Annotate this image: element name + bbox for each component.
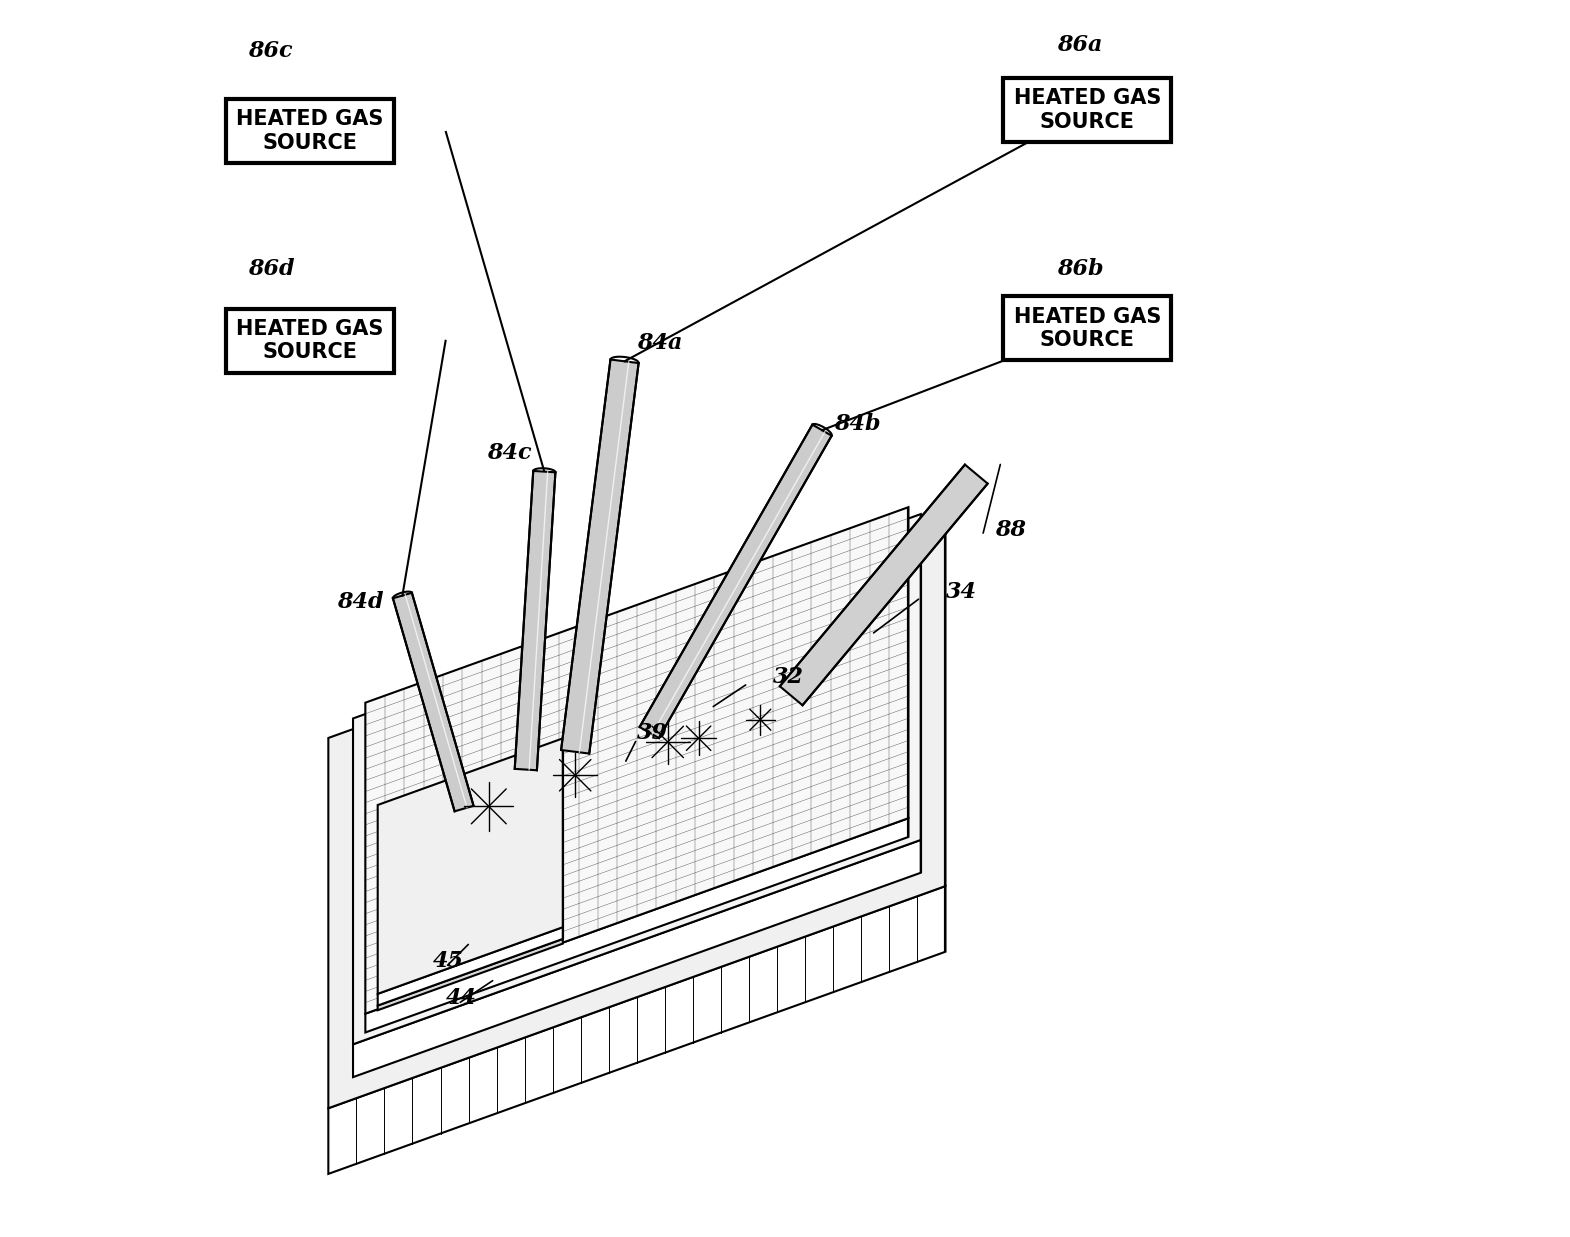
Text: 44: 44 — [446, 987, 477, 1009]
Polygon shape — [353, 840, 920, 1077]
Text: HEATED GAS
SOURCE: HEATED GAS SOURCE — [1014, 88, 1162, 131]
Text: 32: 32 — [772, 667, 804, 689]
Text: 86a: 86a — [1057, 33, 1102, 56]
Polygon shape — [378, 738, 562, 993]
Polygon shape — [515, 471, 556, 771]
Polygon shape — [639, 424, 832, 738]
Polygon shape — [378, 928, 562, 1006]
Text: 84c: 84c — [487, 443, 532, 464]
Text: 84b: 84b — [834, 413, 881, 435]
Text: 39: 39 — [637, 722, 667, 743]
Text: 88: 88 — [995, 518, 1025, 541]
Polygon shape — [780, 465, 988, 705]
Polygon shape — [392, 593, 474, 811]
Polygon shape — [378, 939, 562, 1011]
Text: 86c: 86c — [248, 40, 292, 62]
Text: 45: 45 — [433, 950, 465, 972]
Text: 84a: 84a — [637, 332, 683, 354]
Polygon shape — [560, 360, 639, 753]
Text: 34: 34 — [945, 580, 977, 602]
Polygon shape — [366, 818, 909, 1033]
Polygon shape — [328, 886, 945, 1174]
Polygon shape — [353, 515, 920, 1044]
Text: HEATED GAS
SOURCE: HEATED GAS SOURCE — [1014, 307, 1162, 350]
Text: HEATED GAS
SOURCE: HEATED GAS SOURCE — [236, 109, 383, 152]
Text: 86b: 86b — [1057, 259, 1104, 281]
Text: HEATED GAS
SOURCE: HEATED GAS SOURCE — [236, 319, 383, 362]
Polygon shape — [328, 516, 945, 1108]
Text: 84d: 84d — [338, 591, 385, 612]
Text: 86d: 86d — [248, 259, 295, 281]
Polygon shape — [366, 507, 909, 1013]
